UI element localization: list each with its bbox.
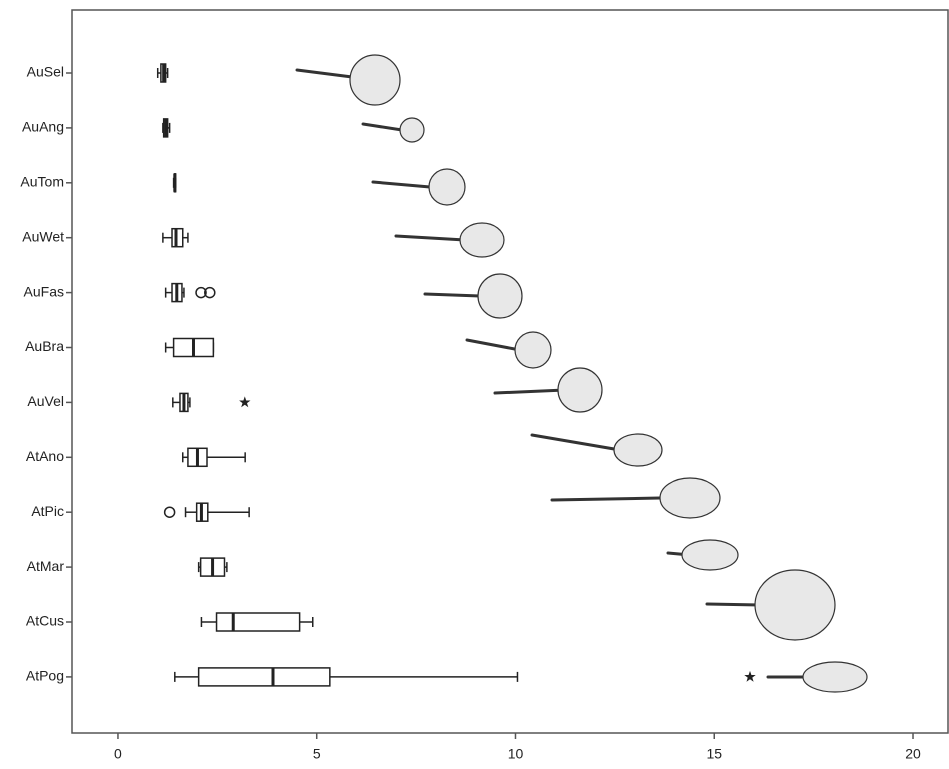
y-tick-label: AtMar — [27, 558, 65, 574]
y-tick-label: AuTom — [20, 174, 64, 190]
outlier — [204, 286, 216, 299]
outlier — [163, 506, 176, 518]
illustrations — [295, 54, 868, 693]
box — [197, 667, 331, 687]
y-tick-label: AuBra — [25, 338, 64, 354]
extreme — [239, 396, 251, 408]
y-tick-label: AtPic — [31, 503, 64, 519]
plot-frame — [71, 9, 949, 734]
outlier — [195, 286, 207, 299]
box — [215, 612, 301, 632]
x-tick-label: 15 — [706, 746, 722, 762]
y-tick-label: AtAno — [26, 448, 64, 464]
y-tick-label: AtPog — [26, 668, 64, 684]
x-tick-label: 0 — [114, 746, 122, 762]
x-tick-label: 20 — [905, 746, 921, 762]
y-tick-label: AuSel — [27, 64, 64, 80]
extreme — [744, 670, 756, 682]
y-tick-label: AtCus — [26, 613, 64, 629]
y-tick-label: AuVel — [27, 393, 64, 409]
y-tick-label: AuAng — [22, 119, 64, 135]
y-tick-label: AuWet — [22, 228, 64, 244]
x-tick-label: 5 — [313, 746, 321, 762]
x-tick-label: 10 — [508, 746, 524, 762]
y-tick-label: AuFas — [24, 283, 64, 299]
